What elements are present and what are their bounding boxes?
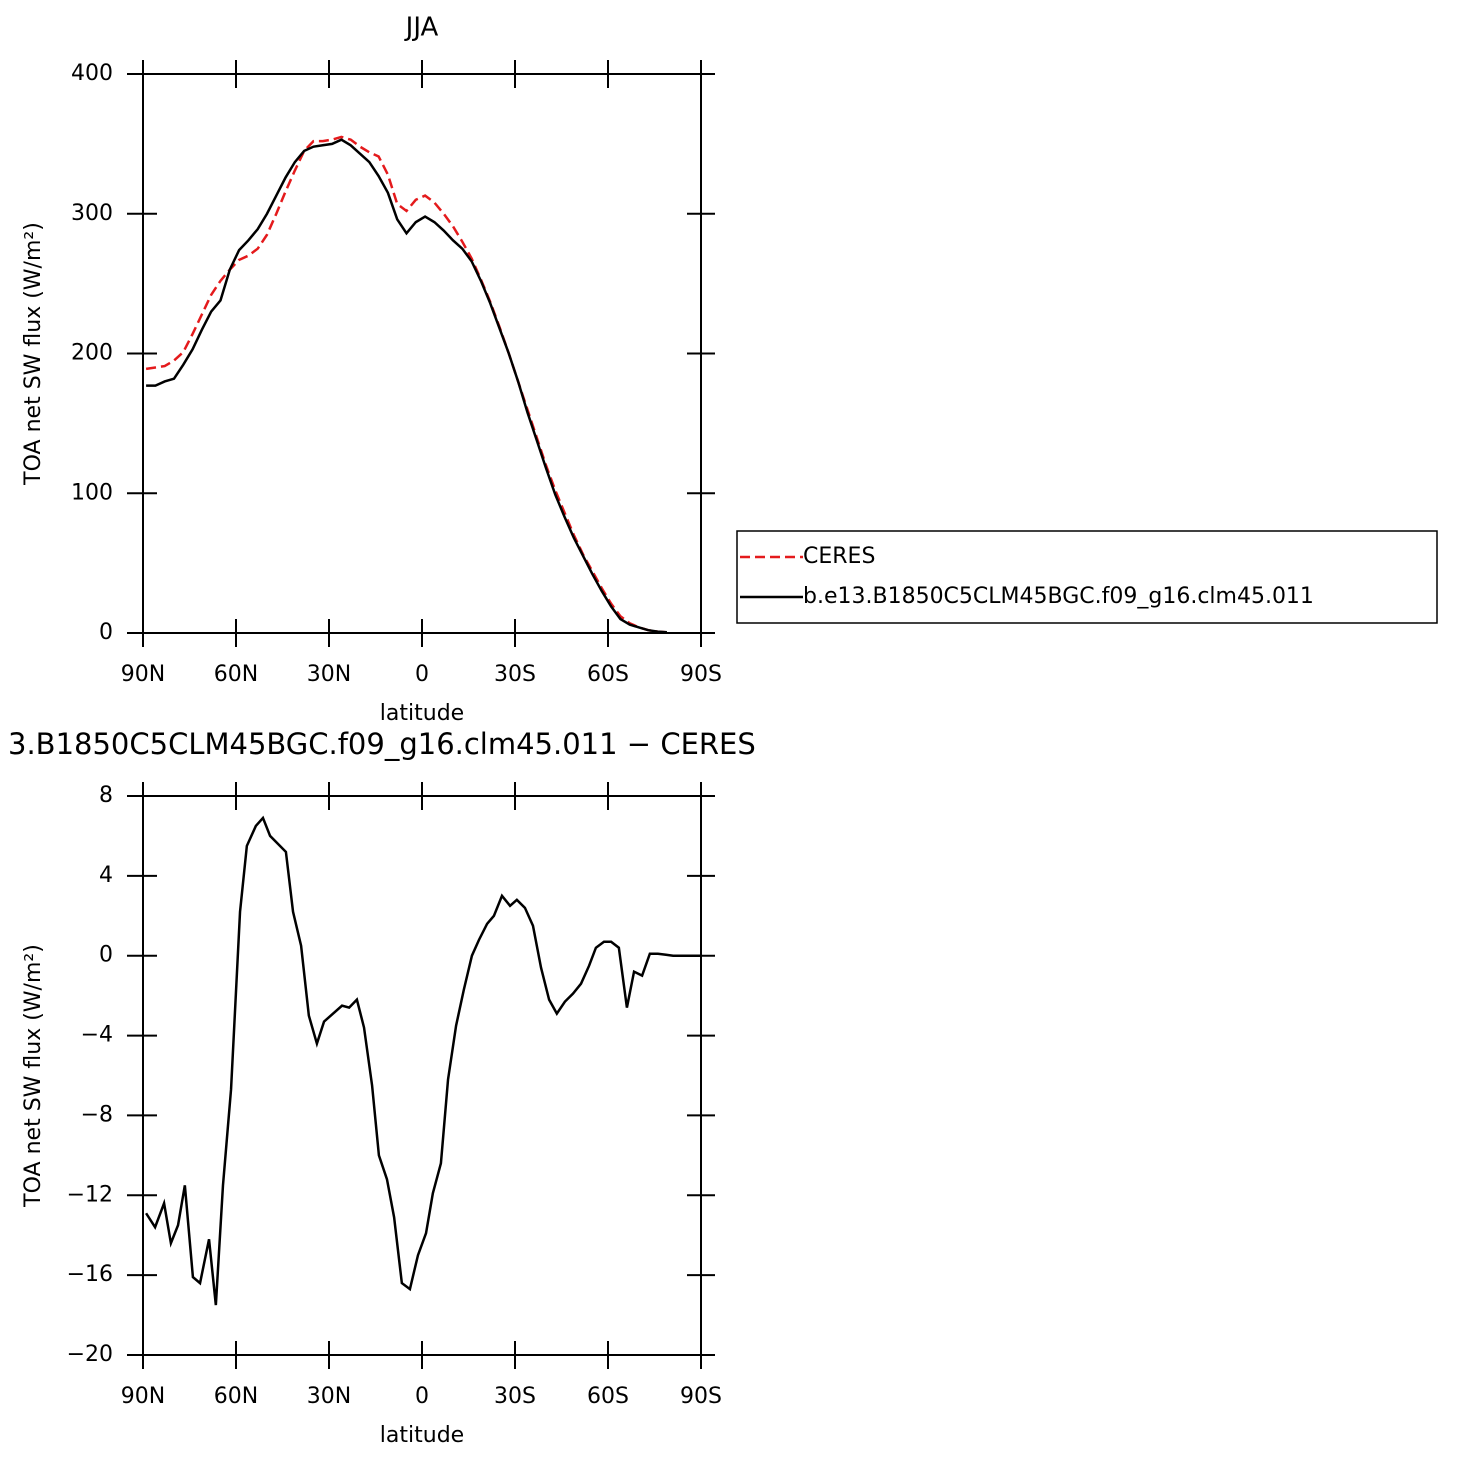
x-tick-label: 30S [494,1384,536,1409]
x-tick-label: 60N [214,1384,258,1409]
y-tick-label: −16 [67,1262,113,1287]
x-tick-label: 90S [680,1384,722,1409]
plot-frame [142,73,702,634]
plot-frame [142,795,702,1356]
y-tick-label: 0 [99,620,113,645]
x-axis-label: latitude [380,701,464,726]
x-tick-label: 30S [494,662,536,687]
legend-box [736,530,1438,624]
x-tick-label: 90S [680,662,722,687]
x-tick-label: 90N [121,1384,165,1409]
y-tick-label: 200 [71,341,113,366]
y-axis-label: TOA net SW flux (W/m²) [21,944,46,1208]
legend-label: b.e13.B1850C5CLM45BGC.f09_g16.clm45.011 [803,584,1314,609]
data-line [146,138,667,634]
x-tick-label: 0 [415,1384,429,1409]
y-tick-label: 100 [71,480,113,505]
chart-title: JJA [404,13,439,43]
y-axis-label: TOA net SW flux (W/m²) [21,222,46,486]
data-line [145,815,701,1306]
x-tick-label: 0 [415,662,429,687]
y-tick-label: 300 [71,201,113,226]
x-tick-label: 60N [214,662,258,687]
y-tick-label: −20 [67,1342,113,1367]
x-tick-label: 60S [587,662,629,687]
y-tick-label: 400 [71,61,113,86]
x-tick-label: 30N [307,662,351,687]
y-tick-label: −8 [81,1102,113,1127]
y-tick-label: 0 [99,943,113,968]
x-tick-label: 30N [307,1384,351,1409]
data-line [145,135,667,634]
x-tick-label: 60S [587,1384,629,1409]
x-axis-label: latitude [380,1423,464,1448]
x-tick-label: 90N [121,662,165,687]
y-tick-label: −4 [81,1023,113,1048]
chart-title: 3.B1850C5CLM45BGC.f09_g16.clm45.011 − CE… [8,727,756,761]
y-tick-label: 4 [99,863,113,888]
y-tick-label: 8 [99,783,113,808]
legend-label: CERES [803,544,875,569]
y-tick-label: −12 [67,1182,113,1207]
